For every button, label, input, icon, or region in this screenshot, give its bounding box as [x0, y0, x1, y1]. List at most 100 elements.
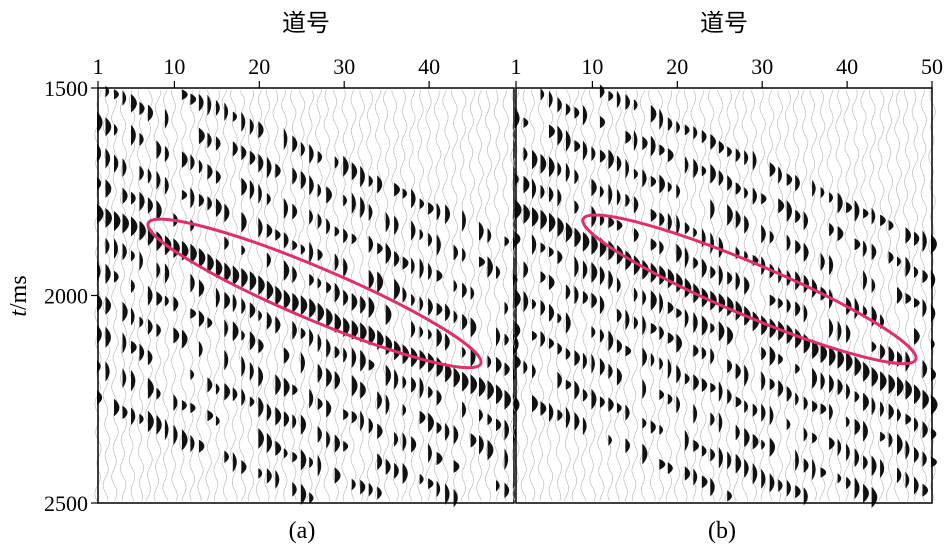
reflection-lobe: [215, 136, 221, 151]
reflection-lobe: [922, 421, 928, 439]
reflection-lobe: [419, 229, 424, 241]
wiggle-trace: [631, 89, 639, 502]
reflection-lobe: [565, 379, 572, 390]
reflection-lobe: [419, 326, 424, 338]
reflection-lobe: [275, 440, 282, 456]
main-reflection-lobe: [122, 213, 129, 234]
reflection-lobe: [701, 315, 708, 336]
reflection-lobe: [436, 389, 442, 406]
reflection-lobe: [752, 150, 757, 171]
reflection-lobe: [854, 238, 861, 251]
reflection-lobe: [326, 430, 330, 449]
reflection-lobe: [317, 333, 322, 353]
reflection-lobe: [300, 142, 305, 157]
reflection-lobe: [871, 455, 877, 477]
reflection-lobe: [650, 105, 657, 123]
reflection-lobe: [616, 90, 621, 109]
reflection-lobe: [701, 165, 707, 177]
reflection-lobe: [487, 228, 492, 244]
reflection-lobe: [718, 170, 724, 186]
main-reflection-lobe: [258, 275, 265, 296]
reflection-lobe: [283, 198, 289, 220]
reflection-lobe: [914, 297, 920, 308]
reflection-lobe: [343, 409, 349, 421]
reflection-lobe: [565, 130, 571, 152]
reflection-lobe: [453, 488, 458, 508]
reflection-lobe: [105, 326, 111, 348]
wiggle-trace: [357, 89, 365, 502]
reflection-lobe: [565, 347, 571, 360]
reflection-lobe: [803, 242, 809, 263]
reflection-lobe: [224, 203, 230, 223]
reflection-lobe: [599, 185, 604, 198]
reflection-lobe: [650, 420, 656, 434]
reflection-lobe: [436, 302, 443, 316]
wiggle-trace: [484, 89, 493, 502]
reflection-lobe: [693, 439, 699, 452]
reflection-lobe: [445, 303, 451, 322]
reflection-lobe: [549, 337, 554, 349]
main-reflection-lobe: [820, 343, 828, 364]
main-reflection-lobe: [897, 376, 904, 397]
reflection-lobe: [795, 239, 801, 255]
reflection-lobe: [411, 436, 417, 453]
reflection-lobe: [385, 458, 391, 475]
reflection-lobe: [402, 286, 407, 303]
reflection-lobe: [735, 210, 741, 229]
reflection-lobe: [854, 200, 860, 222]
reflection-lobe: [863, 240, 867, 257]
reflection-lobe: [778, 479, 783, 492]
reflection-lobe: [258, 366, 264, 388]
reflection-lobe: [786, 173, 793, 186]
wiggle-trace: [690, 89, 699, 502]
reflection-lobe: [207, 410, 214, 422]
wiggle-trace: [851, 89, 860, 502]
reflection-lobe: [164, 263, 170, 284]
reflection-lobe: [565, 312, 571, 334]
x-tick-label: 40: [836, 54, 858, 79]
main-reflection-lobe: [922, 389, 929, 410]
reflection-lobe: [453, 244, 459, 261]
reflection-lobe: [139, 413, 144, 425]
reflection-lobe: [735, 453, 742, 474]
reflection-lobe: [360, 381, 366, 399]
wiggle-trace: [323, 89, 331, 502]
reflection-lobe: [139, 132, 144, 146]
y-axis-title-variable: t: [6, 309, 32, 317]
reflection-lobe: [504, 482, 510, 499]
reflection-lobe: [871, 486, 878, 508]
reflection-lobe: [428, 202, 434, 215]
reflection-lobe: [625, 345, 632, 357]
reflection-lobe: [761, 439, 765, 450]
reflection-lobe: [540, 299, 546, 316]
reflection-lobe: [487, 355, 492, 369]
reflection-lobe: [922, 359, 928, 379]
reflection-lobe: [360, 165, 365, 188]
reflection-lobe: [300, 244, 306, 255]
reflection-lobe: [360, 196, 365, 219]
reflection-lobe: [667, 332, 674, 344]
reflection-lobe: [147, 410, 154, 433]
reflection-lobe: [625, 158, 630, 179]
reflection-lobe: [139, 191, 145, 211]
reflection-lobe: [633, 227, 639, 243]
reflection-lobe: [914, 327, 920, 345]
reflection-lobe: [727, 388, 732, 405]
reflection-lobe: [351, 192, 356, 215]
reflection-lobe: [616, 188, 621, 206]
reflection-lobe: [676, 214, 680, 236]
reflection-lobe: [445, 483, 450, 505]
main-reflection-lobe: [837, 348, 845, 369]
reflection-lobe: [317, 183, 322, 198]
reflection-lobe: [453, 279, 458, 293]
reflection-lobe: [727, 359, 733, 374]
main-reflection-lobe: [914, 384, 921, 405]
x-tick-label: 1: [93, 54, 104, 79]
reflection-lobe: [114, 123, 118, 136]
reflection-lobe: [300, 483, 307, 505]
reflection-lobe: [718, 381, 723, 402]
wiggle-trace: [928, 89, 936, 501]
reflection-lobe: [368, 235, 374, 253]
main-reflection-lobe: [905, 379, 912, 400]
